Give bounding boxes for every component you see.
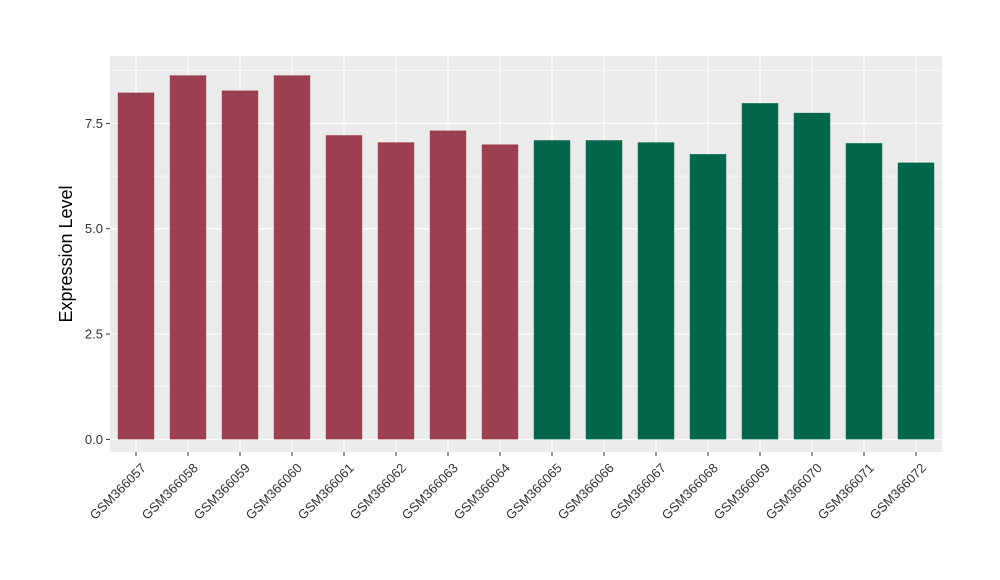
bar-GSM366058 xyxy=(169,75,207,440)
y-tick-label: 5.0 xyxy=(85,221,103,236)
bar-GSM366068 xyxy=(689,154,727,440)
bar-GSM366061 xyxy=(325,135,363,440)
y-tick-label: 0.0 xyxy=(85,432,103,447)
x-axis: GSM366057GSM366058GSM366059GSM366060GSM3… xyxy=(87,452,929,523)
bar-GSM366059 xyxy=(221,90,259,440)
bar-GSM366064 xyxy=(481,144,519,440)
bar-GSM366063 xyxy=(429,130,467,440)
bar-GSM366060 xyxy=(273,75,311,440)
x-tick-label: GSM366072 xyxy=(867,460,929,522)
bar-GSM366065 xyxy=(533,140,571,440)
y-axis-title: Expression Level xyxy=(56,185,76,322)
y-tick-label: 7.5 xyxy=(85,116,103,131)
bar-GSM366069 xyxy=(741,103,779,440)
bar-GSM366071 xyxy=(845,143,883,440)
bar-GSM366057 xyxy=(117,92,155,440)
y-tick-label: 2.5 xyxy=(85,327,103,342)
bar-GSM366067 xyxy=(637,142,675,440)
y-axis: 0.0 2.5 5.0 7.5 xyxy=(85,116,110,447)
bars xyxy=(117,75,935,440)
bar-GSM366062 xyxy=(377,142,415,440)
bar-GSM366072 xyxy=(897,162,935,440)
bar-GSM366066 xyxy=(585,140,623,440)
bar-GSM366070 xyxy=(793,112,831,440)
